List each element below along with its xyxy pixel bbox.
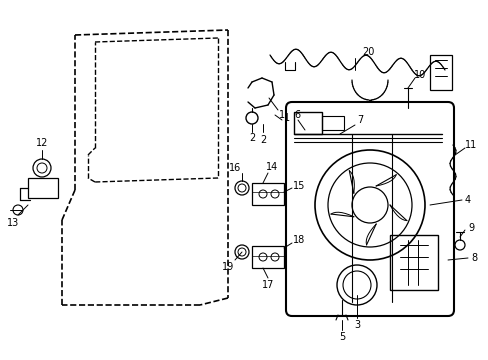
Text: 12: 12 [36,138,48,148]
Text: 1: 1 [278,110,285,120]
Text: 4: 4 [464,195,470,205]
Text: 19: 19 [222,262,234,272]
Text: 6: 6 [293,110,300,120]
Text: 17: 17 [261,280,274,290]
Text: 8: 8 [470,253,476,263]
Text: 13: 13 [7,218,19,228]
Text: 11: 11 [464,140,476,150]
Text: 9: 9 [467,223,473,233]
Text: 5: 5 [338,332,345,342]
Bar [429,55,451,90]
Bar [251,246,284,268]
Bar [28,178,58,198]
Bar [293,112,321,134]
Text: 16: 16 [228,163,241,173]
Text: 2: 2 [248,133,255,143]
Bar [389,235,437,290]
Text: 2: 2 [259,135,265,145]
Text: 7: 7 [356,115,363,125]
Text: 20: 20 [361,47,373,57]
Bar [251,183,284,205]
Text: 14: 14 [265,162,278,172]
Text: 10: 10 [413,70,425,80]
Text: 1: 1 [284,113,289,123]
Text: 18: 18 [292,235,305,245]
Text: 15: 15 [292,181,305,191]
Text: 3: 3 [353,320,359,330]
Bar [321,116,343,130]
